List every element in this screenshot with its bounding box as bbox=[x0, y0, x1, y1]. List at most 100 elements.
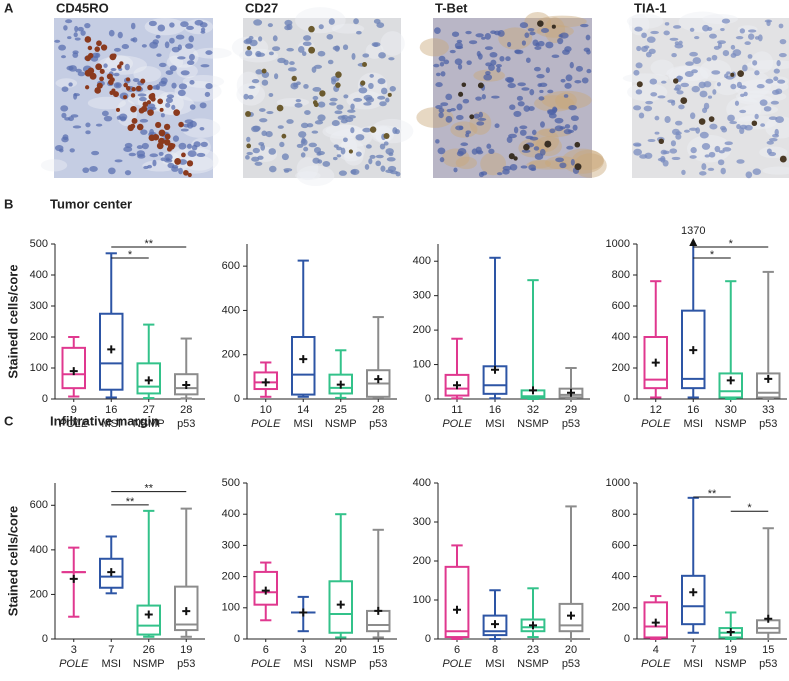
nucleus bbox=[303, 35, 311, 41]
nucleus bbox=[672, 129, 680, 135]
x-tick-label: POLE bbox=[251, 658, 281, 670]
nucleus bbox=[490, 52, 498, 57]
nucleus bbox=[771, 101, 779, 105]
image-label: T-Bet bbox=[435, 0, 468, 15]
nucleus bbox=[529, 32, 535, 36]
nucleus bbox=[189, 121, 196, 127]
nucleus bbox=[149, 129, 154, 136]
nucleus bbox=[541, 28, 549, 33]
mean-marker bbox=[299, 608, 307, 616]
stained-cell bbox=[173, 109, 180, 116]
stained-cell bbox=[523, 144, 530, 151]
nucleus bbox=[633, 105, 641, 110]
nucleus bbox=[378, 52, 386, 58]
nucleus bbox=[343, 137, 348, 142]
x-tick-label: MSI bbox=[293, 658, 313, 670]
nucleus bbox=[568, 105, 577, 110]
y-tick-label: 200 bbox=[413, 324, 431, 336]
nucleus bbox=[137, 150, 146, 157]
nucleus bbox=[456, 103, 462, 110]
nucleus bbox=[679, 41, 683, 45]
nucleus bbox=[757, 84, 765, 88]
nucleus bbox=[519, 125, 527, 129]
stained-cell bbox=[174, 158, 181, 165]
nucleus bbox=[178, 90, 186, 96]
nucleus bbox=[702, 25, 709, 32]
nucleus bbox=[576, 66, 583, 72]
nucleus bbox=[118, 32, 123, 39]
nucleus bbox=[169, 38, 175, 44]
nucleus bbox=[485, 46, 493, 50]
nucleus bbox=[78, 72, 85, 77]
stained-cell bbox=[116, 108, 120, 112]
nucleus bbox=[245, 50, 252, 56]
nucleus bbox=[318, 102, 326, 108]
nucleus bbox=[458, 148, 467, 155]
nucleus bbox=[435, 82, 442, 87]
nucleus bbox=[636, 46, 641, 51]
nucleus bbox=[288, 67, 297, 71]
nucleus bbox=[513, 111, 521, 117]
nucleus bbox=[760, 99, 768, 105]
nucleus bbox=[82, 167, 89, 173]
nucleus bbox=[70, 148, 75, 152]
nucleus bbox=[153, 85, 160, 90]
nucleus bbox=[690, 147, 696, 153]
nucleus bbox=[363, 102, 371, 106]
stained-cell bbox=[117, 64, 122, 69]
y-tick-label: 200 bbox=[222, 349, 240, 361]
x-tick-label: p53 bbox=[759, 418, 777, 430]
nucleus bbox=[586, 69, 591, 73]
stained-cell bbox=[458, 92, 463, 97]
nucleus bbox=[180, 21, 189, 27]
stained-cell bbox=[147, 109, 154, 116]
stained-cell bbox=[109, 54, 116, 61]
nucleus bbox=[685, 71, 694, 77]
y-tick-label: 100 bbox=[30, 362, 48, 374]
nucleus bbox=[188, 150, 197, 157]
nucleus bbox=[518, 101, 525, 106]
panel-label: B bbox=[4, 196, 13, 211]
nucleus bbox=[534, 146, 540, 150]
nucleus bbox=[723, 50, 729, 56]
nucleus bbox=[125, 64, 130, 71]
stained-cell bbox=[659, 139, 664, 144]
nucleus bbox=[712, 55, 718, 61]
nucleus bbox=[557, 38, 563, 44]
nucleus bbox=[390, 86, 396, 92]
n-label: 15 bbox=[372, 644, 384, 656]
tissue bbox=[627, 83, 667, 101]
nucleus bbox=[173, 135, 179, 141]
stained-cell bbox=[123, 95, 127, 99]
nucleus bbox=[574, 80, 581, 83]
nucleus bbox=[466, 60, 471, 65]
nucleus bbox=[123, 146, 132, 152]
nucleus bbox=[717, 82, 721, 86]
nucleus bbox=[67, 36, 71, 39]
nucleus bbox=[502, 169, 510, 175]
n-label: 19 bbox=[180, 644, 192, 656]
nucleus bbox=[689, 128, 697, 131]
stained-cell bbox=[574, 142, 580, 148]
nucleus bbox=[326, 34, 333, 40]
nucleus bbox=[690, 28, 695, 32]
n-label: 16 bbox=[105, 404, 117, 416]
nucleus bbox=[720, 28, 725, 31]
nucleus bbox=[359, 87, 368, 93]
y-tick-label: 0 bbox=[234, 393, 240, 405]
nucleus bbox=[103, 63, 107, 67]
n-label: 9 bbox=[71, 404, 77, 416]
nucleus bbox=[545, 42, 553, 49]
y-tick-label: 800 bbox=[612, 508, 630, 520]
box bbox=[138, 606, 161, 635]
nucleus bbox=[165, 41, 170, 48]
nucleus bbox=[77, 27, 83, 32]
nucleus bbox=[499, 56, 504, 62]
nucleus bbox=[84, 23, 90, 28]
nucleus bbox=[297, 144, 304, 148]
nucleus bbox=[530, 168, 536, 171]
stained-cell bbox=[164, 124, 170, 130]
nucleus bbox=[540, 121, 545, 127]
tissue bbox=[498, 27, 532, 49]
